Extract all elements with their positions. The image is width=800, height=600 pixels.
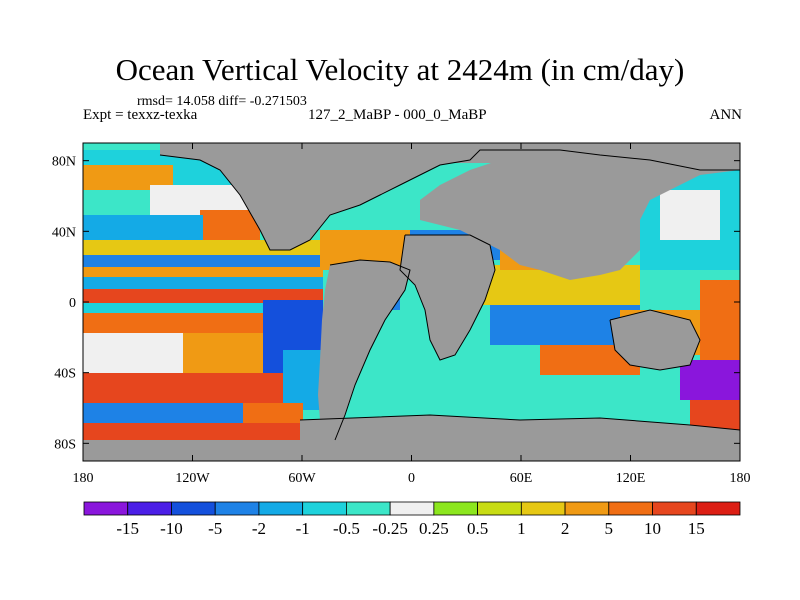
colorbar-label: 0.5 bbox=[467, 519, 488, 538]
axis-ticks bbox=[82, 143, 741, 461]
colorbar-label: 5 bbox=[605, 519, 614, 538]
colorbar-label: -0.5 bbox=[333, 519, 360, 538]
stats-line: rmsd= 14.058 diff= -0.271503 bbox=[137, 94, 307, 109]
colorbar-label: 15 bbox=[688, 519, 705, 538]
colorbar-label: -15 bbox=[116, 519, 139, 538]
colorbar-swatch bbox=[171, 501, 216, 516]
case-label: 127_2_MaBP - 000_0_MaBP bbox=[308, 107, 487, 123]
map-plot-area bbox=[83, 143, 740, 461]
colorbar-swatch bbox=[608, 501, 653, 516]
colorbar-label: -1 bbox=[296, 519, 310, 538]
colorbar-label: -5 bbox=[208, 519, 222, 538]
season-label: ANN bbox=[709, 107, 743, 123]
x-tick-label: 60E bbox=[510, 471, 533, 486]
colorbar-label: 1 bbox=[517, 519, 526, 538]
y-tick-label: 0 bbox=[69, 296, 76, 311]
colorbar-swatch bbox=[214, 501, 260, 516]
x-tick-label: 120E bbox=[616, 471, 646, 486]
colorbar-label: -2 bbox=[252, 519, 266, 538]
colorbar-label: 2 bbox=[561, 519, 570, 538]
colorbar-swatch bbox=[258, 501, 304, 516]
colorbar-label: -0.25 bbox=[372, 519, 407, 538]
y-tick-label: 80N bbox=[52, 155, 76, 170]
x-tick-label: 120W bbox=[175, 471, 210, 486]
colorbar-swatch bbox=[433, 501, 479, 516]
colorbar-swatch bbox=[345, 501, 391, 516]
colorbar-labels: -15 -10 -5 -2 -1 -0.5 -0.25 0.25 0.5 1 2 5 10 15 bbox=[116, 519, 704, 538]
colorbar-swatch bbox=[564, 501, 610, 516]
colorbar-label: 10 bbox=[644, 519, 661, 538]
experiment-label: Expt = texxz-texka bbox=[83, 107, 198, 123]
colorbar-swatch bbox=[477, 501, 522, 516]
map-title: Ocean Vertical Velocity at 2424m (in cm/… bbox=[115, 52, 685, 87]
x-tick-label: 0 bbox=[408, 471, 415, 486]
land-mass bbox=[83, 143, 740, 461]
y-tick-label: 40N bbox=[52, 225, 76, 240]
coastline bbox=[159, 149, 740, 441]
y-tick-label: 80S bbox=[54, 437, 76, 452]
colorbar-swatch bbox=[695, 501, 741, 516]
colorbar-swatch bbox=[83, 501, 129, 516]
colorbar-swatch bbox=[652, 501, 697, 516]
axis-tick-labels: 180 120W 60W 0 60E 120E 180 80N 40N 0 40S 80S bbox=[52, 155, 751, 486]
colorbar-label: -10 bbox=[160, 519, 183, 538]
colorbar-swatch bbox=[302, 501, 347, 516]
colorbar-label: 0.25 bbox=[419, 519, 449, 538]
colorbar-swatch bbox=[127, 501, 172, 516]
colorbar-swatch bbox=[389, 501, 435, 516]
colorbar bbox=[83, 501, 741, 516]
x-tick-label: 180 bbox=[73, 471, 94, 486]
x-tick-label: 180 bbox=[730, 471, 751, 486]
x-tick-label: 60W bbox=[288, 471, 316, 486]
y-tick-label: 40S bbox=[54, 367, 76, 382]
colorbar-swatch bbox=[520, 501, 566, 516]
